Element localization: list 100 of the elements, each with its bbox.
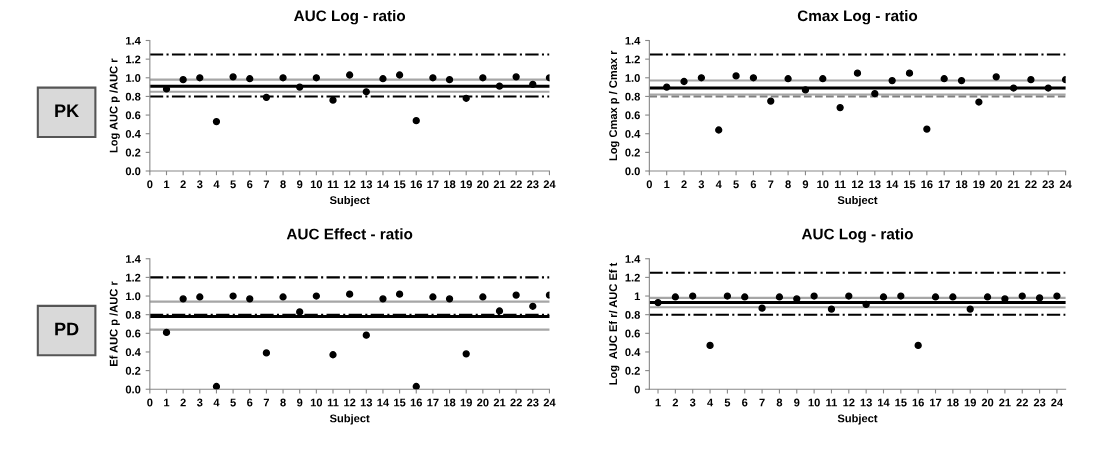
y-tick-label: 1.2	[625, 273, 640, 282]
x-tick-label: 9	[802, 180, 809, 189]
point	[495, 82, 504, 90]
y-tick-label: 0.2	[625, 366, 640, 375]
point	[1044, 84, 1052, 92]
x-tick-label: 4	[715, 180, 722, 189]
x-tick-label: 12	[843, 398, 855, 407]
x-tick-label: 12	[344, 180, 356, 189]
x-tick-label: 3	[196, 398, 203, 407]
point	[196, 74, 204, 82]
point	[512, 291, 520, 299]
x-tick-label: 23	[527, 180, 539, 189]
y-tick-label: 0.8	[625, 310, 640, 319]
point	[957, 76, 966, 85]
point	[246, 75, 254, 83]
point	[362, 331, 370, 339]
point	[949, 293, 957, 301]
point	[346, 290, 354, 298]
x-tick-label: 15	[895, 398, 907, 407]
x-tick-label: 6	[742, 398, 748, 407]
y-tick-label: 1.0	[625, 74, 640, 82]
y-tick-label: 0.2	[125, 148, 141, 157]
x-tick-label: 22	[510, 398, 522, 407]
x-tick-label: 6	[247, 398, 253, 407]
y-tick-label: 0.6	[125, 111, 141, 120]
point	[775, 293, 784, 301]
x-tick-label: 1	[164, 398, 170, 407]
point	[329, 351, 337, 359]
x-tick-label: 3	[689, 398, 696, 407]
x-tick-label: 10	[310, 398, 323, 407]
chart-title: AUC Log - ratio	[801, 228, 913, 243]
point	[296, 308, 304, 316]
x-tick-label: 4	[213, 398, 220, 407]
point	[680, 77, 688, 86]
x-tick-label: 1	[655, 398, 661, 407]
point	[379, 295, 387, 303]
x-tick-label: 24	[1051, 398, 1064, 407]
y-tick-label: 0.2	[625, 148, 640, 157]
point	[706, 341, 714, 350]
x-tick-label: 2	[180, 398, 186, 407]
x-tick-label: 21	[493, 398, 506, 407]
x-tick-label: 9	[794, 398, 800, 407]
x-tick-label: 15	[394, 398, 406, 407]
x-tick-label: 5	[230, 398, 236, 407]
y-tick-label: 0.2	[125, 366, 141, 375]
x-tick-label: 22	[1025, 180, 1037, 189]
x-tick-label: 4	[707, 398, 714, 407]
x-tick-label: 16	[410, 180, 423, 189]
y-tick-label: 0.6	[625, 111, 640, 120]
x-tick-label: 7	[263, 180, 269, 189]
point	[479, 74, 487, 82]
x-tick-label: 10	[310, 180, 323, 189]
point	[279, 74, 287, 82]
point	[412, 382, 420, 390]
x-tick-label: 20	[990, 180, 1002, 189]
point	[212, 382, 221, 390]
point	[1027, 76, 1035, 84]
x-tick-label: 22	[510, 180, 522, 189]
point	[462, 350, 470, 358]
point	[312, 292, 320, 300]
y-axis-title: Log AUC p /AUC r	[109, 58, 120, 153]
point	[1053, 292, 1061, 300]
x-tick-label: 19	[964, 398, 976, 407]
x-tick-label: 24	[543, 398, 556, 407]
point	[179, 76, 187, 84]
y-tick-label: 1.2	[126, 273, 141, 282]
text: PD	[55, 322, 79, 336]
x-tick-label: 14	[886, 180, 899, 189]
y-tick-label: 1.4	[126, 255, 141, 263]
y-tick-label: 0.0	[125, 167, 141, 176]
x-tick-label: 13	[360, 180, 373, 189]
point	[975, 98, 983, 106]
x-tick-label: 23	[1042, 180, 1055, 189]
x-tick-label: 11	[327, 398, 339, 407]
x-tick-label: 17	[427, 398, 439, 407]
point	[905, 69, 914, 77]
x-tick-label: 19	[460, 180, 472, 189]
x-tick-label: 8	[785, 180, 791, 189]
point	[229, 292, 237, 300]
point	[162, 328, 171, 337]
x-tick-label: 17	[938, 180, 950, 189]
y-tick-label: 1.4	[625, 255, 641, 263]
x-tick-label: 2	[681, 180, 687, 189]
x-tick-label: 10	[817, 180, 829, 189]
point	[445, 295, 454, 303]
point	[1018, 292, 1026, 300]
y-axis-title: Ef AUC p /AUC r	[109, 281, 120, 366]
x-tick-label: 4	[213, 180, 220, 189]
text: PK	[55, 104, 79, 117]
x-tick-label: 19	[973, 180, 985, 189]
x-tick-label: 9	[297, 398, 303, 407]
x-tick-label: 3	[196, 180, 203, 189]
point	[179, 295, 187, 303]
x-tick-label: 10	[808, 398, 820, 407]
x-tick-label: 15	[904, 180, 916, 189]
x-tick-label: 12	[344, 398, 356, 407]
point	[940, 75, 948, 83]
x-tick-label: 20	[981, 398, 994, 407]
x-tick-label: 6	[750, 180, 757, 189]
point	[801, 86, 810, 94]
